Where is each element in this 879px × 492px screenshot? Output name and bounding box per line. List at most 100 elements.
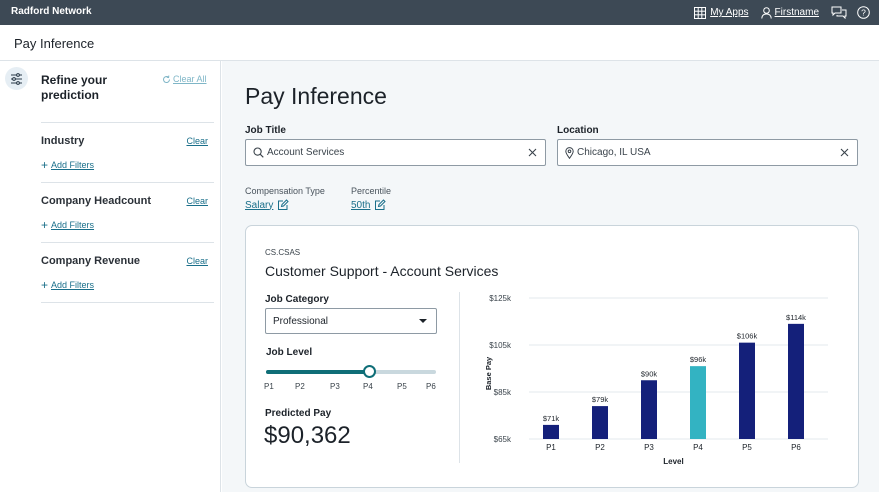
filter-name: Company Headcount	[41, 195, 152, 207]
percentile-link[interactable]: 50th	[351, 199, 387, 211]
job-level-tick: P6	[426, 382, 436, 391]
clear-all-button[interactable]: Clear All	[162, 74, 207, 84]
user-profile-link[interactable]: Firstname	[774, 7, 819, 18]
x-axis-title: Level	[663, 457, 683, 466]
job-category-value: Professional	[273, 315, 329, 327]
add-filters-label: Add Filters	[51, 280, 95, 290]
user-icon[interactable]	[760, 6, 772, 19]
svg-text:?: ?	[861, 8, 866, 18]
job-code: CS.CSAS	[265, 248, 301, 257]
bar	[788, 323, 804, 439]
bar-data-label: $114k	[786, 313, 806, 322]
sliders-icon	[10, 72, 23, 85]
job-category-select[interactable]: Professional	[265, 308, 437, 334]
filter-toggle-button[interactable]	[5, 67, 28, 90]
filter-name: Company Revenue	[41, 255, 141, 267]
bar-data-label: $79k	[592, 395, 609, 404]
add-filters-label: Add Filters	[51, 220, 95, 230]
bar-data-label: $71k	[543, 414, 560, 423]
job-category-label: Job Category	[265, 294, 329, 305]
refresh-icon	[162, 75, 171, 84]
slider-thumb[interactable]	[363, 365, 376, 378]
bar	[641, 380, 657, 439]
add-filters-button[interactable]: + Add Filters	[41, 158, 94, 172]
job-card-title: Customer Support - Account Services	[265, 263, 499, 279]
compensation-type-value: Salary	[245, 199, 274, 211]
top-nav-bar: Radford Network My Apps Firstname ?	[0, 0, 879, 25]
chevron-down-icon	[419, 319, 427, 323]
compensation-type-label: Compensation Type	[245, 186, 325, 196]
brand-name[interactable]: Radford Network	[11, 6, 92, 17]
grid-apps-icon[interactable]	[694, 6, 707, 19]
x-tick-label: P5	[742, 443, 752, 452]
main-heading: Pay Inference	[245, 83, 387, 109]
job-title-value: Account Services	[267, 147, 345, 158]
add-filters-label: Add Filters	[51, 160, 95, 170]
bar	[543, 424, 559, 439]
location-value: Chicago, IL USA	[577, 147, 651, 158]
bar	[592, 406, 608, 439]
filter-clear-button[interactable]: Clear	[186, 256, 208, 266]
y-tick-label: $65k	[494, 435, 512, 444]
main-content: Pay Inference Job Title Account Services…	[222, 61, 879, 492]
divider	[459, 292, 460, 463]
x-tick-label: P4	[693, 443, 703, 452]
job-level-tick: P5	[397, 382, 407, 391]
location-input[interactable]: Chicago, IL USA	[557, 139, 858, 166]
divider	[41, 302, 214, 303]
job-card: CS.CSAS Customer Support - Account Servi…	[245, 225, 859, 488]
filter-section-company-revenue: Company Revenue Clear + Add Filters	[41, 242, 214, 302]
location-label: Location	[557, 125, 599, 136]
plus-icon: +	[41, 278, 49, 292]
map-pin-icon	[565, 146, 574, 159]
page-title-bar: Pay Inference	[0, 25, 879, 61]
add-filters-button[interactable]: + Add Filters	[41, 218, 94, 232]
job-title-input[interactable]: Account Services	[245, 139, 546, 166]
bar-data-label: $90k	[641, 369, 658, 378]
filter-name: Industry	[41, 135, 85, 147]
job-level-slider[interactable]	[266, 365, 436, 378]
percentile-value: 50th	[351, 199, 371, 211]
my-apps-link[interactable]: My Apps	[710, 7, 749, 18]
job-title-label: Job Title	[245, 125, 286, 136]
y-axis-title: Base Pay	[484, 356, 493, 390]
add-filters-button[interactable]: + Add Filters	[41, 278, 94, 292]
y-tick-label: $125k	[489, 294, 512, 303]
percentile-label: Percentile	[351, 186, 392, 196]
job-level-tick: P3	[330, 382, 340, 391]
slider-fill	[266, 370, 369, 374]
predicted-pay-label: Predicted Pay	[265, 408, 332, 419]
filter-section-industry: Industry Clear + Add Filters	[41, 122, 214, 182]
bar	[690, 366, 706, 439]
help-icon[interactable]: ?	[857, 6, 870, 19]
close-icon[interactable]	[528, 148, 537, 157]
bar	[739, 342, 755, 439]
job-level-tick: P2	[295, 382, 305, 391]
filter-clear-button[interactable]: Clear	[186, 136, 208, 146]
chat-icon[interactable]	[831, 6, 847, 19]
predicted-pay-value: $90,362	[264, 422, 351, 449]
refine-title: Refine your prediction	[41, 73, 108, 102]
job-level-tick: P1	[264, 382, 274, 391]
edit-icon	[277, 199, 290, 211]
plus-icon: +	[41, 158, 49, 172]
y-tick-label: $85k	[494, 388, 512, 397]
x-tick-label: P6	[791, 443, 801, 452]
filter-clear-button[interactable]: Clear	[186, 196, 208, 206]
x-tick-label: P1	[546, 443, 556, 452]
compensation-type-link[interactable]: Salary	[245, 199, 290, 211]
clear-all-label: Clear All	[173, 74, 207, 84]
plus-icon: +	[41, 218, 49, 232]
top-nav-actions: My Apps Firstname ?	[694, 0, 879, 25]
bar-data-label: $96k	[690, 355, 707, 364]
bar-data-label: $106k	[737, 332, 758, 341]
filter-section-company-headcount: Company Headcount Clear + Add Filters	[41, 182, 214, 242]
search-icon	[253, 147, 264, 158]
close-icon[interactable]	[840, 148, 849, 157]
base-pay-bar-chart: $65k $85k $105k $125k $71k P1 $79k P2 $90k P3 $96k…	[484, 294, 828, 466]
edit-icon	[374, 199, 387, 211]
y-tick-label: $105k	[489, 341, 512, 350]
job-level-tick: P4	[363, 382, 373, 391]
x-tick-label: P2	[595, 443, 605, 452]
job-level-label: Job Level	[266, 347, 313, 358]
